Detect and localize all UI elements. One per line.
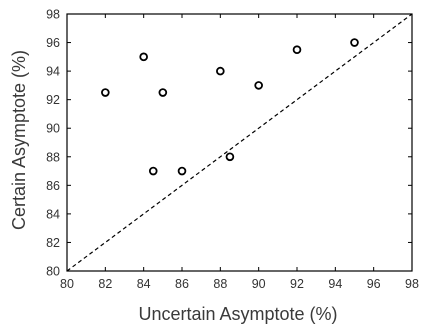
y-tick-label: 82	[46, 236, 60, 250]
x-axis-label: Uncertain Asymptote (%)	[138, 304, 337, 324]
data-point	[177, 166, 187, 176]
y-tick-label: 92	[46, 93, 60, 107]
points-layer	[101, 38, 359, 176]
y-axis-label: Certain Asymptote (%)	[9, 50, 29, 230]
data-point	[148, 166, 158, 176]
labels-layer: Uncertain Asymptote (%) Certain Asymptot…	[9, 50, 338, 324]
x-tick-label: 88	[213, 277, 227, 291]
y-tick-label: 88	[46, 150, 60, 164]
y-tick-label: 98	[46, 8, 60, 22]
x-tick-label: 82	[98, 277, 112, 291]
data-point	[254, 81, 263, 90]
y-tick-label: 84	[46, 207, 60, 221]
x-tick-label: 92	[290, 277, 304, 291]
axes-layer: 80 82 84 86 88 90 92 94 96 98 80 82 84 86 88 90 92 94 96 98	[46, 8, 419, 292]
identity-reference-line	[66, 13, 413, 272]
data-point	[350, 38, 359, 47]
y-tick-label: 80	[46, 265, 60, 279]
x-tick-label: 94	[328, 277, 342, 291]
x-tick-label: 96	[367, 277, 381, 291]
data-point	[225, 152, 235, 162]
x-tick-label: 98	[405, 277, 419, 291]
x-tick-label: 86	[175, 277, 189, 291]
x-tick-label: 84	[137, 277, 151, 291]
data-point	[139, 52, 148, 62]
x-tick-label: 80	[60, 277, 74, 291]
y-tick-label: 90	[46, 122, 60, 136]
y-tick-label: 94	[46, 65, 60, 79]
reference-layer	[66, 13, 413, 272]
data-point	[101, 88, 110, 97]
y-tick-label: 86	[46, 179, 60, 193]
y-tick-label: 96	[46, 36, 60, 50]
x-tick-label: 90	[252, 277, 266, 291]
data-point	[292, 45, 302, 54]
data-point	[216, 66, 225, 76]
data-point	[158, 88, 168, 97]
plot-frame	[66, 13, 413, 272]
